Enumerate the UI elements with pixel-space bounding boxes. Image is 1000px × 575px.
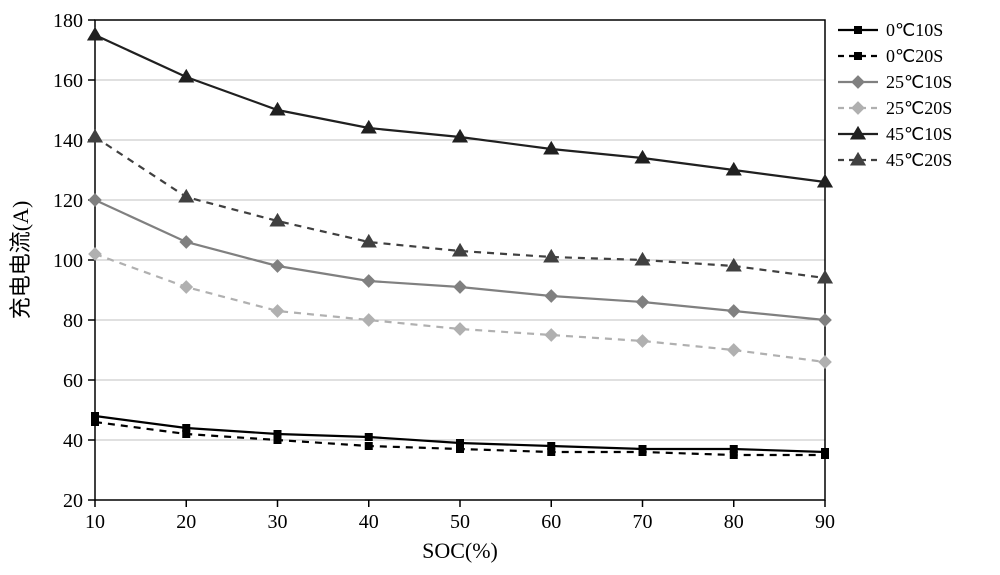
x-tick-label: 30 [268,511,288,533]
x-tick-label: 10 [85,511,105,533]
x-tick-label: 20 [176,511,196,533]
legend-label-5: 45℃20S [886,150,952,170]
y-tick-label: 100 [53,250,83,272]
series-3 [89,248,831,368]
y-tick-label: 120 [53,190,83,212]
x-tick-label: 40 [359,511,379,533]
y-tick-label: 140 [53,130,83,152]
series-4 [88,28,832,187]
y-tick-label: 80 [63,310,83,332]
y-axis-label: 充电电流(A) [8,201,33,320]
legend-label-3: 25℃20S [886,98,952,118]
y-tick-label: 60 [63,370,83,392]
series-1 [92,419,829,459]
x-tick-label: 60 [541,511,561,533]
legend-label-2: 25℃10S [886,72,952,92]
legend-label-0: 0℃10S [886,20,943,40]
x-tick-label: 50 [450,511,470,533]
chart-svg: 1020304050607080902040608010012014016018… [0,0,1000,575]
x-axis-label: SOC(%) [422,538,498,563]
y-tick-label: 40 [63,430,83,452]
x-tick-label: 70 [633,511,653,533]
y-tick-label: 180 [53,10,83,32]
y-tick-label: 160 [53,70,83,92]
chart-container: 1020304050607080902040608010012014016018… [0,0,1000,575]
y-tick-label: 20 [63,490,83,512]
legend-label-1: 0℃20S [886,46,943,66]
x-tick-label: 80 [724,511,744,533]
legend-label-4: 45℃10S [886,124,952,144]
x-tick-label: 90 [815,511,835,533]
